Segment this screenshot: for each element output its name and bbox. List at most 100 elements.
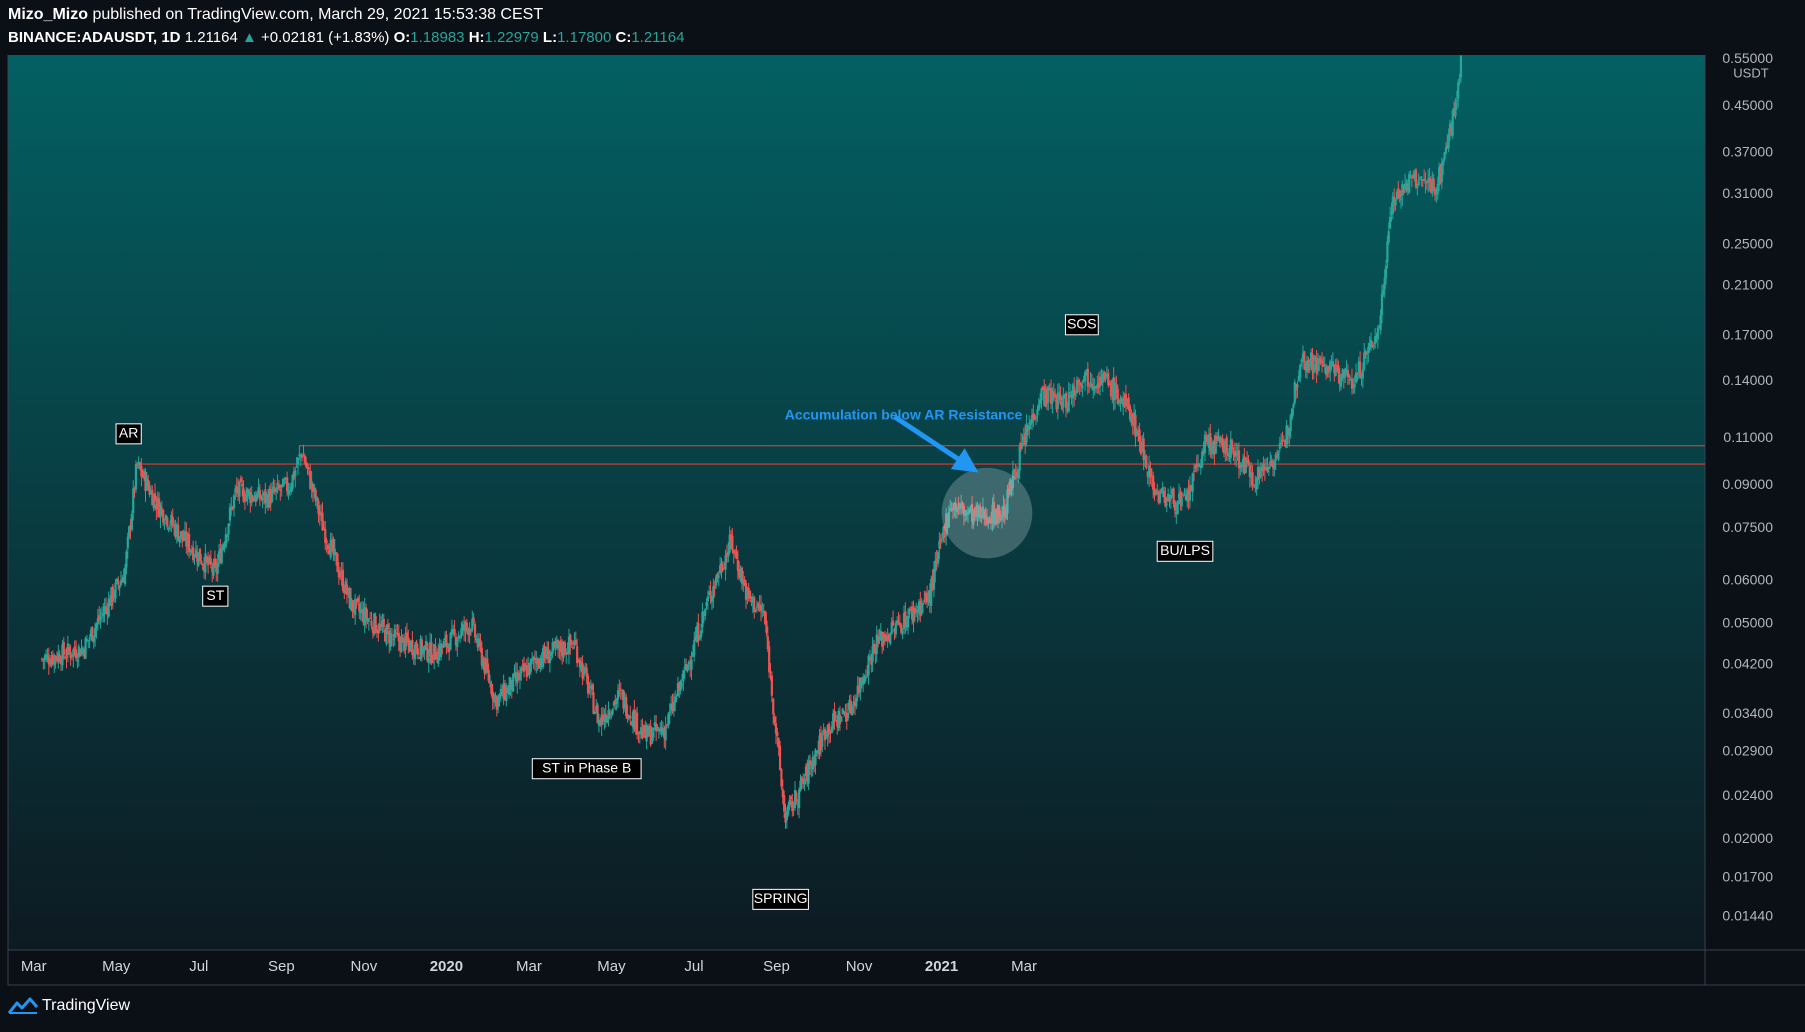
candle: [932, 560, 936, 598]
candle: [332, 536, 335, 561]
candle: [1237, 442, 1241, 479]
candle: [693, 631, 696, 662]
candle: [379, 615, 383, 631]
candle: [734, 548, 737, 558]
candle: [198, 548, 202, 562]
candle: [815, 750, 818, 757]
candle: [637, 731, 640, 743]
candle: [731, 528, 734, 554]
candle: [1425, 181, 1428, 190]
candle: [1330, 355, 1333, 371]
time-axis[interactable]: Mar May Jul Sep Nov 2020 Mar May Jul Sep Nov 2021 Ma…: [21, 958, 1037, 975]
candle: [1286, 424, 1290, 444]
candle: [713, 580, 716, 597]
candle: [665, 723, 669, 729]
candle: [821, 729, 824, 753]
wyckoff-label-ar[interactable]: AR: [115, 423, 142, 445]
candle: [1247, 455, 1250, 466]
candle: [646, 724, 650, 738]
symbol-label[interactable]: BINANCE:ADAUSDT, 1D: [8, 29, 181, 46]
candle: [772, 697, 775, 725]
candle: [561, 639, 564, 665]
candle: [128, 525, 131, 540]
candle: [394, 624, 398, 638]
author-name[interactable]: Mizo_Mizo: [8, 6, 88, 23]
candle: [1045, 386, 1049, 411]
candle: [1206, 434, 1209, 446]
candle: [461, 620, 464, 636]
candle: [536, 656, 539, 672]
candle: [328, 543, 331, 555]
candle: [556, 638, 560, 658]
candle: [1086, 362, 1089, 395]
wyckoff-label-sos[interactable]: SOS: [1064, 314, 1099, 336]
candle: [73, 640, 76, 657]
candle: [1414, 167, 1418, 190]
candle: [1179, 487, 1182, 511]
candle: [89, 626, 93, 641]
candle: [747, 583, 750, 602]
candle: [57, 644, 60, 669]
candle: [1205, 431, 1208, 444]
candle: [287, 482, 290, 500]
candle: [354, 593, 357, 625]
candle: [627, 714, 631, 721]
candle: [1051, 387, 1054, 414]
candle: [66, 635, 69, 663]
candle: [546, 640, 549, 660]
candle: [1123, 392, 1126, 409]
wyckoff-label-bu-lps[interactable]: BU/LPS: [1156, 540, 1214, 562]
candle: [812, 754, 816, 773]
wyckoff-label-spring[interactable]: SPRING: [752, 888, 809, 910]
candle: [247, 488, 251, 500]
wyckoff-label-st[interactable]: ST: [202, 585, 229, 607]
close-value: 1.21164: [631, 29, 685, 46]
candle: [687, 660, 690, 671]
time-tick: Nov: [846, 958, 873, 975]
candle: [453, 619, 456, 638]
time-tick: Mar: [21, 958, 47, 975]
candle: [371, 625, 374, 639]
low-label: L:: [542, 29, 558, 46]
candle: [866, 665, 869, 679]
candle: [140, 458, 143, 487]
candle: [785, 807, 788, 829]
candle: [1222, 438, 1226, 458]
price-tick: 0.02900: [1722, 743, 1773, 759]
candle: [412, 649, 415, 665]
candle: [1097, 372, 1100, 395]
candle: [1406, 179, 1409, 196]
candle: [46, 648, 49, 663]
candle: [407, 629, 410, 654]
price-tick: 0.37000: [1722, 143, 1773, 159]
candle: [1190, 484, 1193, 492]
candle: [1131, 412, 1134, 436]
candle: [1454, 98, 1457, 120]
candle: [661, 721, 665, 737]
candle: [1229, 430, 1232, 464]
candle: [273, 480, 276, 496]
annotation-text[interactable]: Accumulation below AR Resistance: [785, 406, 1023, 422]
candle: [973, 506, 976, 522]
wyckoff-label-st-in-phase-b[interactable]: ST in Phase B: [531, 758, 642, 780]
candle: [375, 624, 379, 639]
tradingview-footer[interactable]: TradingView: [8, 997, 130, 1015]
candle: [626, 704, 629, 723]
candle: [517, 670, 520, 681]
candle: [212, 558, 215, 580]
candle: [336, 552, 339, 573]
candle: [492, 692, 496, 710]
candle: [1216, 431, 1219, 445]
candle: [1453, 100, 1456, 117]
candle: [454, 633, 458, 651]
candle: [537, 658, 541, 670]
candle: [1154, 488, 1157, 497]
candle: [1423, 169, 1426, 181]
price-axis[interactable]: 0.55000 0.45000 0.37000 0.31000 0.25000 0.210…: [1722, 50, 1776, 923]
candle: [604, 704, 607, 728]
accumulation-highlight-circle[interactable]: [941, 467, 1033, 559]
candle: [1111, 378, 1114, 404]
candle: [183, 521, 187, 542]
candle: [134, 460, 138, 493]
